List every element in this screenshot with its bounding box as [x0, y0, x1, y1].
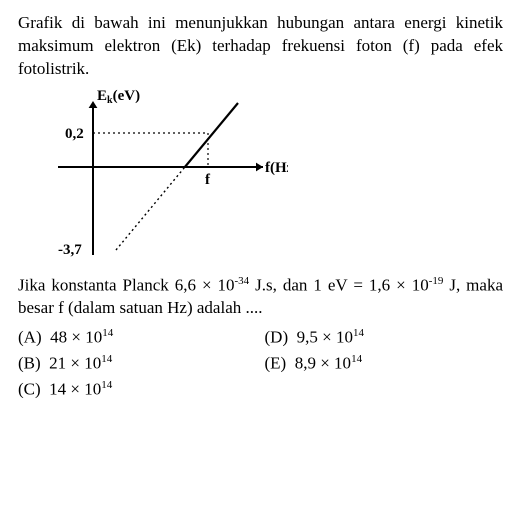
photoelectric-chart: Ek(eV) 0,2 -3,7 f f(Hz): [48, 85, 288, 265]
chart-container: Ek(eV) 0,2 -3,7 f f(Hz): [48, 85, 503, 270]
options-list: (A) 48 × 1014 (D) 9,5 × 1014 (B) 21 × 10…: [18, 326, 503, 401]
question-followup: Jika konstanta Planck 6,6 × 10-34 J.s, d…: [18, 274, 503, 321]
option-c: (C) 14 × 1014: [18, 378, 257, 402]
option-b: (B) 21 × 1014: [18, 352, 257, 376]
svg-text:f: f: [205, 172, 211, 188]
option-e: (E) 8,9 × 1014: [265, 352, 504, 376]
question-intro: Grafik di bawah ini menunjukkan hubungan…: [18, 12, 503, 81]
svg-text:Ek(eV): Ek(eV): [97, 88, 140, 106]
option-d: (D) 9,5 × 1014: [265, 326, 504, 350]
svg-text:f(Hz): f(Hz): [265, 160, 288, 176]
svg-text:-3,7: -3,7: [58, 242, 82, 258]
option-a: (A) 48 × 1014: [18, 326, 257, 350]
svg-text:0,2: 0,2: [65, 126, 84, 142]
